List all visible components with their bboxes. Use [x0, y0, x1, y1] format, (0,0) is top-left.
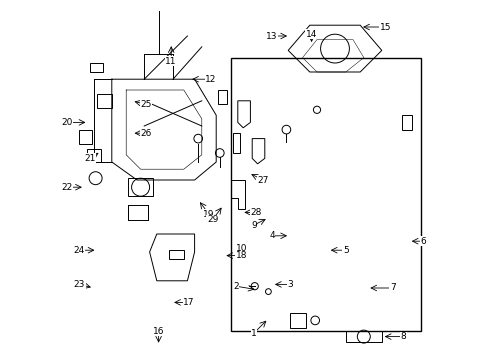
Text: 16: 16 [153, 327, 164, 336]
Bar [128, 205, 148, 220]
Bar [79, 130, 92, 144]
Bar [290, 313, 306, 328]
Bar [231, 58, 421, 331]
Text: 13: 13 [266, 32, 278, 41]
Text: 19: 19 [203, 210, 215, 219]
Bar [170, 250, 184, 259]
Bar [90, 63, 103, 72]
Text: 11: 11 [166, 57, 177, 66]
Bar [402, 115, 413, 130]
Text: 27: 27 [257, 176, 269, 185]
Text: 8: 8 [400, 332, 406, 341]
Text: 10: 10 [236, 244, 247, 253]
Text: 20: 20 [61, 118, 73, 127]
Text: 7: 7 [390, 284, 395, 292]
Text: 24: 24 [74, 246, 85, 255]
Text: 23: 23 [74, 280, 85, 289]
Text: 26: 26 [140, 129, 152, 138]
Bar [87, 149, 101, 162]
Text: 3: 3 [287, 280, 293, 289]
Bar [233, 133, 240, 153]
Text: 17: 17 [183, 298, 195, 307]
Text: 21: 21 [84, 154, 96, 163]
Text: 28: 28 [250, 208, 262, 217]
Text: 22: 22 [61, 183, 73, 192]
Text: 12: 12 [205, 75, 217, 84]
Text: 18: 18 [236, 251, 247, 260]
Text: 14: 14 [306, 30, 318, 39]
Text: 15: 15 [380, 23, 391, 32]
Bar [128, 178, 153, 196]
Text: 25: 25 [140, 100, 152, 109]
Text: 4: 4 [269, 231, 275, 240]
Bar [218, 90, 227, 104]
Text: 6: 6 [420, 237, 426, 246]
Text: 9: 9 [251, 220, 257, 230]
Bar [98, 94, 112, 108]
Text: 2: 2 [233, 282, 239, 291]
Text: 5: 5 [343, 246, 349, 255]
Text: 1: 1 [251, 328, 257, 338]
Text: 29: 29 [207, 215, 218, 224]
